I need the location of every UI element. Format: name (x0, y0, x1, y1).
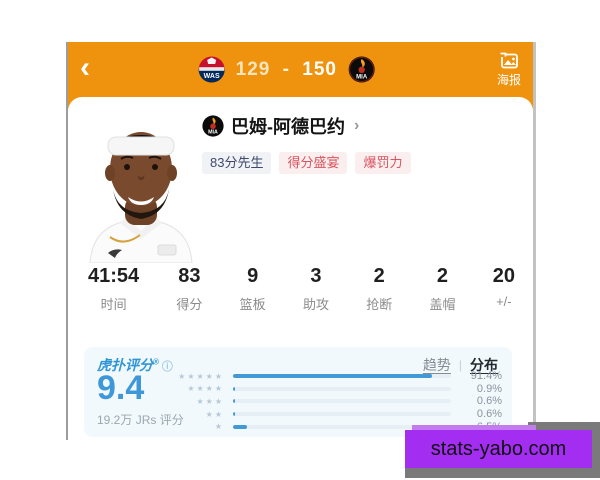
poster-label: 海报 (496, 72, 521, 87)
star-rating: ★★ (205, 409, 224, 419)
watermark-text: stats-yabo.com (430, 437, 567, 460)
dist-row-5star: ★★★★★ 91.4% (168, 370, 502, 383)
dist-percent-label: 0.6% (476, 395, 502, 408)
stat-rebounds: 9 篮板 (239, 265, 266, 312)
player-photo (89, 132, 193, 263)
player-name: 巴姆-阿德巴约 (231, 117, 345, 137)
tag-83-points: 83分先生 (202, 152, 272, 174)
dist-bar-track (233, 374, 451, 379)
player-info: MIA 巴姆-阿德巴约 › 83分先生 得分盛宴 爆罚力 (202, 113, 411, 174)
dist-row-2star: ★★ 0.6% (168, 408, 502, 421)
stat-time: 41:54 时间 (88, 265, 140, 312)
rating-card: 虎扑评分® ⓘ 9.4 19.2万 JRs 评分 趋势 | 分布 ★★★★★ 91… (84, 347, 512, 437)
stat-assists: 3 助攻 (302, 265, 329, 312)
dist-bar-fill (233, 412, 235, 417)
star-rating: ★ (214, 422, 224, 432)
home-team-logo-icon: WAS (198, 56, 225, 83)
dist-bar-fill (233, 399, 235, 404)
stat-plusminus: 20 +/- (492, 265, 515, 309)
away-score: 150 (302, 58, 337, 80)
poster-image-icon (499, 52, 518, 68)
dist-row-3star: ★★★ 0.6% (168, 395, 502, 408)
player-team-logo-icon: MIA (202, 115, 224, 137)
star-rating: ★★★★★ (178, 371, 224, 381)
dist-bar-track (233, 399, 451, 404)
info-icon[interactable]: ⓘ (161, 361, 173, 373)
dist-bar-fill (233, 386, 235, 391)
app-screenshot: ‹ WAS 129 - 150 (68, 42, 533, 440)
rating-distribution-chart: ★★★★★ 91.4% ★★★★ 0.9% ★★★ 0.6% (168, 370, 502, 433)
dist-percent-label: 91.4% (470, 370, 502, 383)
chevron-right-icon[interactable]: › (354, 117, 360, 134)
rating-tabs: 趋势 | 分布 (423, 355, 498, 375)
dist-percent-label: 0.6% (476, 408, 502, 421)
star-rating: ★★★ (196, 396, 224, 406)
rating-score: 9.4 (97, 369, 145, 407)
poster-button[interactable]: 海报 (497, 52, 521, 88)
home-score: 129 (235, 58, 271, 80)
dist-bar-track (233, 424, 451, 429)
tab-distribution[interactable]: 分布 (470, 357, 498, 373)
dist-row-4star: ★★★★ 0.9% (168, 383, 502, 396)
player-team-abbr: MIA (208, 130, 218, 136)
score-text: 129 - 150 (236, 59, 337, 81)
star-rating: ★★★★ (187, 384, 224, 394)
tab-trend[interactable]: 趋势 (422, 357, 451, 373)
tab-divider: | (458, 358, 462, 372)
score-separator: - (282, 58, 290, 80)
dist-bar-track (233, 386, 451, 391)
dist-bar-track (233, 412, 451, 417)
home-team-abbr: WAS (203, 73, 219, 80)
registered-mark: ® (153, 357, 159, 367)
dist-bar-fill (233, 424, 248, 429)
stat-points: 83 得分 (176, 265, 203, 312)
rating-votes: 19.2万 JRs 评分 (97, 413, 184, 427)
dist-percent-label: 0.9% (476, 382, 502, 395)
stat-blocks: 2 盖帽 (429, 265, 456, 312)
watermark: stats-yabo.com (405, 430, 592, 468)
header-bar: ‹ WAS 129 - 150 (68, 42, 533, 97)
player-tags: 83分先生 得分盛宴 爆罚力 (202, 152, 411, 174)
hupu-rating-logo: 虎扑评分® ⓘ (97, 357, 173, 373)
dist-bar-fill (233, 374, 433, 379)
away-team-logo-icon: MIA (348, 56, 375, 83)
player-card: MIA 巴姆-阿德巴约 › 83分先生 得分盛宴 爆罚力 41:54 时间 83 得… (68, 97, 533, 440)
stats-row: 41:54 时间 83 得分 9 篮板 3 助攻 2 抢断 2 盖帽 20 +/- (68, 265, 533, 313)
player-name-row[interactable]: MIA 巴姆-阿德巴约 › (202, 113, 411, 139)
score-group: WAS 129 - 150 MIA (198, 42, 375, 97)
stat-steals: 2 抢断 (366, 265, 393, 312)
away-team-abbr: MIA (356, 75, 368, 81)
tag-scoring-feast: 得分盛宴 (279, 152, 348, 174)
back-icon[interactable]: ‹ (80, 51, 90, 84)
tag-free-throw: 爆罚力 (355, 152, 411, 174)
